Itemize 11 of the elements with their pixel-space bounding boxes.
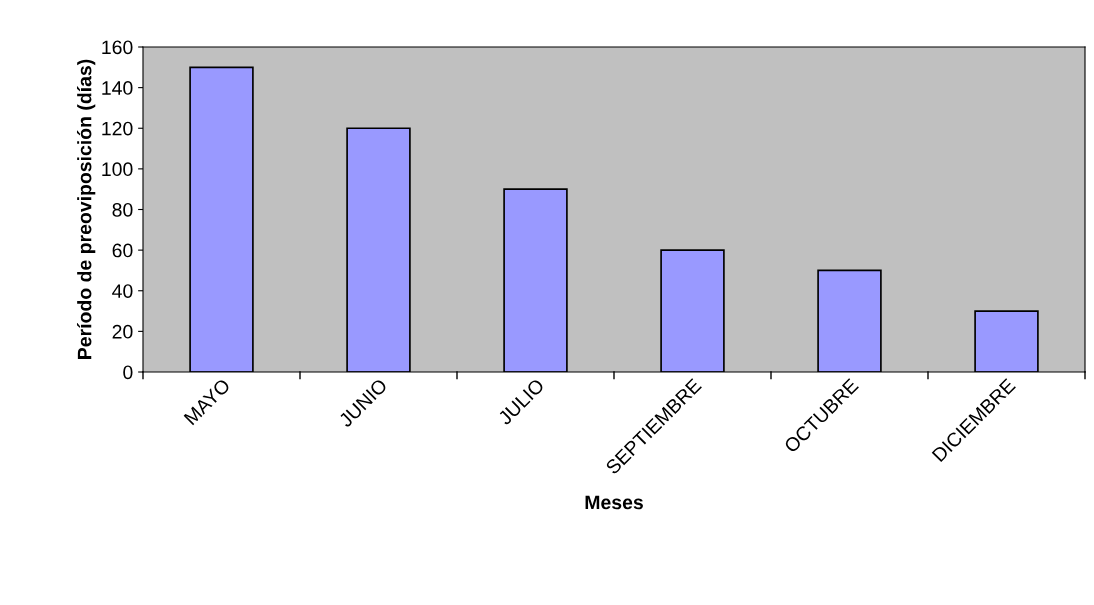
y-tick-label: 40	[112, 284, 133, 298]
y-tick-label: 20	[112, 324, 133, 339]
y-tick-label: 0	[123, 365, 133, 380]
y-tick-label: 100	[102, 162, 133, 177]
y-tick-label: 160	[102, 40, 133, 55]
y-tick-label: 60	[112, 243, 133, 258]
x-axis-title: Meses	[585, 495, 643, 510]
y-axis-title: Período de preoviposición (días)	[76, 59, 96, 359]
y-tick-label: 80	[112, 202, 133, 217]
y-tick-label: 140	[102, 81, 133, 95]
y-tick-label: 120	[102, 121, 133, 136]
